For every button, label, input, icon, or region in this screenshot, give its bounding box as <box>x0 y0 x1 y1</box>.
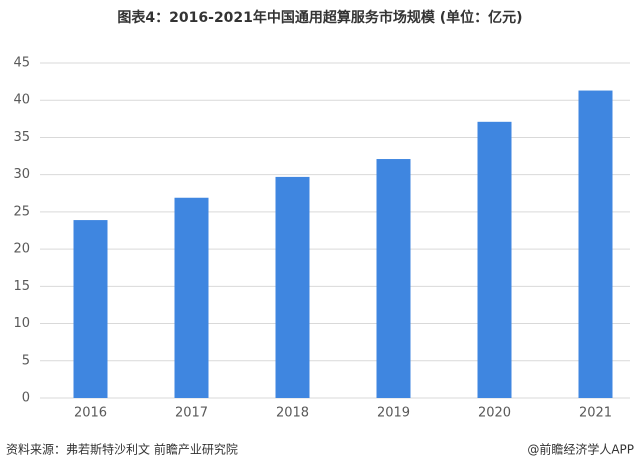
y-tick-label: 0 <box>22 391 30 406</box>
x-tick-label: 2021 <box>579 406 612 421</box>
bar <box>275 176 310 398</box>
x-tick-label: 2017 <box>175 406 208 421</box>
x-tick-label: 2020 <box>478 406 511 421</box>
y-tick-label: 25 <box>13 204 30 219</box>
x-tick-label: 2019 <box>377 406 410 421</box>
y-tick-label: 20 <box>13 242 30 257</box>
bar <box>174 197 209 398</box>
y-tick-label: 45 <box>13 56 30 71</box>
bar <box>578 90 613 399</box>
y-tick-label: 15 <box>13 279 30 294</box>
y-tick-label: 30 <box>13 167 30 182</box>
y-tick-label: 5 <box>22 353 30 368</box>
bar <box>376 159 411 398</box>
x-tick-label: 2018 <box>276 406 309 421</box>
y-tick-label: 35 <box>13 130 30 145</box>
y-tick-label: 10 <box>13 316 30 331</box>
y-tick-label: 40 <box>13 93 30 108</box>
credit: @前瞻经济学人APP <box>527 442 634 457</box>
x-tick-label: 2016 <box>74 406 107 421</box>
bar <box>73 220 108 398</box>
bar <box>477 121 512 399</box>
source-note: 资料来源：弗若斯特沙利文 前瞻产业研究院 <box>6 442 238 457</box>
chart-title: 图表4：2016-2021年中国通用超算服务市场规模 (单位：亿元) <box>117 9 522 26</box>
